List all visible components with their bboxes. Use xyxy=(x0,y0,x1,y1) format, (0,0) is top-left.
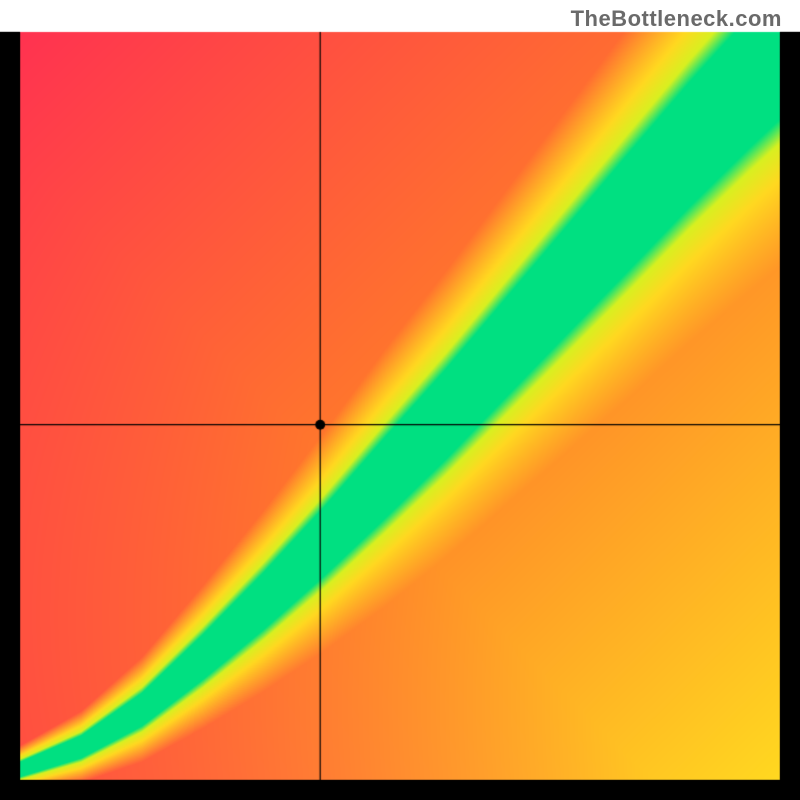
overlay-canvas xyxy=(0,0,800,800)
watermark-label: TheBottleneck.com xyxy=(571,6,782,32)
chart-container: TheBottleneck.com xyxy=(0,0,800,800)
